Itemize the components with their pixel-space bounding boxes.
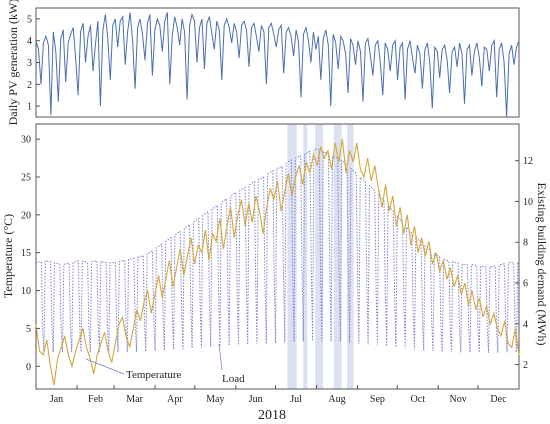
month-x-tick-label: May (206, 394, 224, 405)
main-panel: 0 5 10 15 20 25 30 2 4 6 8 10 12 Jan Feb Mar Apr May Jun… (1, 123, 549, 423)
demand-y-tick-label: 6 (523, 279, 528, 290)
x-axis-label: 2018 (258, 408, 286, 423)
pv-y-tick-label: 2 (27, 80, 32, 91)
month-x-tick-label: Mar (126, 394, 143, 405)
shaded-period (346, 124, 354, 389)
month-x-tick-label: Dec (490, 394, 507, 405)
shaded-period (303, 124, 308, 389)
pv-y-tick-label: 1 (27, 102, 32, 113)
pv-y-tick-label: 4 (27, 36, 32, 47)
month-x-tick-label: Aug (328, 394, 345, 405)
demand-y-tick-label: 12 (523, 156, 533, 167)
load-series-line (35, 148, 519, 353)
load-annotation-pointer (218, 343, 223, 371)
demand-y-axis-label: Existing building demand (MWh) (535, 183, 549, 346)
temperature-y-tick-label: 10 (21, 286, 31, 297)
month-x-ticks: Jan Feb Mar Apr May Jun Jul Aug Sep Oct Nov Dec (35, 385, 507, 405)
pv-y-axis-label: Daily PV generation (kW) (6, 0, 20, 125)
temperature-annotation: Temperature (126, 369, 182, 381)
main-plot-frame (35, 123, 520, 390)
month-x-tick-label: Jul (290, 394, 302, 405)
load-annotation: Load (222, 373, 245, 385)
temperature-y-tick-label: 30 (21, 135, 31, 146)
temperature-y-tick-label: 0 (26, 362, 31, 373)
shaded-period (315, 124, 324, 389)
month-x-tick-label: Feb (88, 394, 103, 405)
temperature-y-tick-label: 25 (21, 173, 31, 184)
temperature-y-tick-label: 5 (26, 324, 31, 335)
pv-plot-frame (35, 7, 520, 118)
pv-series-line (35, 12, 520, 118)
temperature-y-axis-label: Temperature (°C) (1, 214, 15, 298)
pv-y-tick-label: 5 (27, 14, 32, 25)
temperature-y-ticks: 0 5 10 15 20 25 30 (21, 135, 40, 373)
pv-panel: 1 2 3 4 5 Daily PV generation (kW) (6, 0, 520, 125)
temperature-series-line (35, 139, 520, 386)
month-x-tick-label: Apr (167, 394, 183, 405)
month-x-tick-label: Oct (411, 394, 426, 405)
pv-y-tick-label: 3 (27, 58, 32, 69)
month-x-tick-label: Jan (50, 394, 63, 405)
demand-y-tick-label: 8 (523, 238, 528, 249)
demand-y-ticks: 2 4 6 8 10 12 (515, 156, 533, 371)
month-x-tick-label: Jun (249, 394, 263, 405)
demand-y-tick-label: 10 (523, 197, 533, 208)
month-x-tick-label: Sep (370, 394, 385, 405)
temperature-y-tick-label: 15 (21, 248, 31, 259)
demand-y-tick-label: 2 (523, 360, 528, 371)
temperature-annotation-pointer (85, 358, 125, 375)
month-x-tick-label: Nov (450, 394, 467, 405)
shaded-period (333, 124, 342, 389)
pv-y-ticks: 1 2 3 4 5 (27, 14, 40, 113)
demand-y-tick-label: 4 (523, 319, 528, 330)
temperature-y-tick-label: 20 (21, 210, 31, 221)
